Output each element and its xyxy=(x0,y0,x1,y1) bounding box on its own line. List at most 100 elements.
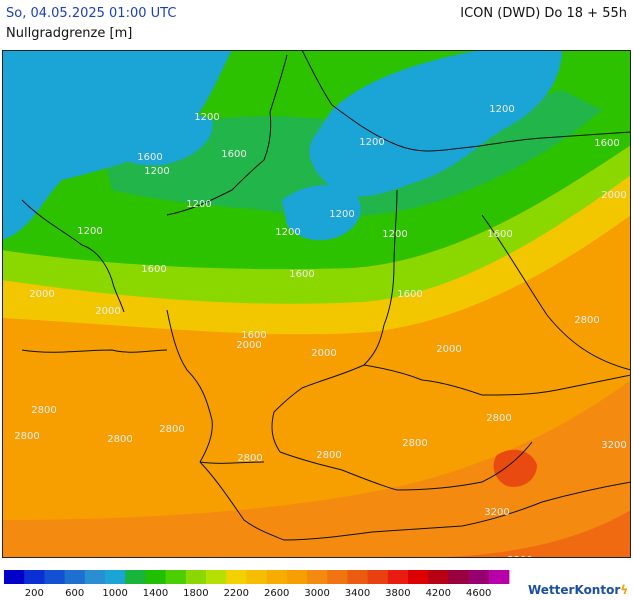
border-hungary xyxy=(481,374,631,503)
isoline-label: 3200 xyxy=(507,555,532,558)
isoline-label: 2800 xyxy=(486,413,511,424)
isoline-label: 2800 xyxy=(107,434,132,445)
legend-swatch xyxy=(206,570,227,584)
legend-tick-label: 3000 xyxy=(304,588,329,599)
map-zone-orange xyxy=(2,200,631,558)
map-zone-yellow xyxy=(2,170,631,335)
isoline-label: 1200 xyxy=(359,137,384,148)
border-germany-czechia xyxy=(271,364,365,453)
legend-swatch xyxy=(408,570,429,584)
isoline-label: 2800 xyxy=(14,431,39,442)
isoline-label: 1600 xyxy=(594,138,619,149)
country-borders xyxy=(21,50,631,541)
model-run-label: ICON (DWD) Do 18 + 55h xyxy=(460,6,627,21)
legend-tick-label: 4200 xyxy=(426,588,451,599)
isoline-label: 1600 xyxy=(487,229,512,240)
map-zone-blue-baltic xyxy=(309,50,562,197)
legend-swatch xyxy=(105,570,126,584)
isoline-label: 2800 xyxy=(237,453,262,464)
parameter-label: Nullgradgrenze [m] xyxy=(6,26,133,41)
border-poland-east xyxy=(481,214,631,371)
legend-swatch xyxy=(428,570,449,584)
isoline-label: 2800 xyxy=(402,438,427,449)
legend-swatch xyxy=(286,570,308,584)
border-germany-austria xyxy=(199,451,398,491)
legend-tick-label: 3400 xyxy=(345,588,370,599)
coastline-denmark xyxy=(269,50,333,113)
legend-swatch xyxy=(307,570,328,584)
legend-swatch xyxy=(246,570,267,584)
isoline-label: 1200 xyxy=(329,209,354,220)
legend-swatch xyxy=(24,570,45,584)
legend-tick-label: 1400 xyxy=(143,588,168,599)
isoline-label: 1200 xyxy=(144,166,169,177)
map-zone-blue-central xyxy=(282,184,361,241)
map-zone-blue-north xyxy=(102,110,213,166)
border-belgium xyxy=(21,349,168,353)
isoline-label: 1600 xyxy=(221,149,246,160)
isoline-label: 2800 xyxy=(31,405,56,416)
border-france-germany xyxy=(166,309,213,463)
isoline-label: 2000 xyxy=(601,190,626,201)
lightning-icon: ϟ xyxy=(620,583,629,597)
legend-tick-label: 2600 xyxy=(264,588,289,599)
isoline-label: 1600 xyxy=(241,330,266,341)
legend-tick-label: 4600 xyxy=(466,588,491,599)
isoline-label: 2000 xyxy=(436,344,461,355)
coastline-north-sea xyxy=(166,111,272,216)
legend-swatch xyxy=(448,570,469,584)
legend-swatch xyxy=(125,570,146,584)
isoline-label: 1200 xyxy=(275,227,300,238)
legend-swatch xyxy=(468,570,490,584)
isoline-label: 2800 xyxy=(316,450,341,461)
legend-tick-label: 200 xyxy=(25,588,44,599)
border-poland-czechia xyxy=(363,364,483,396)
isoline-label: 3200 xyxy=(601,440,626,451)
map-zone-hot-core xyxy=(493,449,537,487)
legend-swatch xyxy=(226,570,247,584)
legend-tick-label: 3800 xyxy=(385,588,410,599)
legend-swatch xyxy=(387,570,409,584)
isoline-label: 3200 xyxy=(484,507,509,518)
legend-swatch xyxy=(347,570,368,584)
map-zone-lightgreen xyxy=(2,145,631,304)
legend-tick-label: 1800 xyxy=(183,588,208,599)
isoline-label: 1600 xyxy=(289,269,314,280)
isoline-label: 1200 xyxy=(186,199,211,210)
border-austria-italy xyxy=(283,501,543,541)
isoline-label: 1600 xyxy=(397,289,422,300)
legend-swatch xyxy=(488,570,510,584)
legend-swatch xyxy=(165,570,187,584)
isoline-label: 1200 xyxy=(489,104,514,115)
legend-swatch xyxy=(367,570,389,584)
isoline-label: 1600 xyxy=(137,152,162,163)
isoline-label: 1200 xyxy=(382,229,407,240)
coastline-baltic xyxy=(331,104,631,152)
legend-tick-label: 1000 xyxy=(102,588,127,599)
color-scale-legend: 200 600 1000 1400 1800 2200 2600 3000 3400 3800 42… xyxy=(4,570,510,599)
coastline-netherlands xyxy=(21,199,125,313)
legend-swatch xyxy=(4,570,25,584)
isoline-label: 1200 xyxy=(194,112,219,123)
border-czechia-austria xyxy=(396,441,533,491)
isoline-label: 2000 xyxy=(236,340,261,351)
datetime-label: So, 04.05.2025 01:00 UTC xyxy=(6,6,177,21)
isoline-label: 2000 xyxy=(95,306,120,317)
isoline-label: 2000 xyxy=(311,348,336,359)
legend-tick-label: 600 xyxy=(65,588,84,599)
isoline-label: 2000 xyxy=(29,289,54,300)
isoline-label: 1200 xyxy=(77,226,102,237)
legend-tick-labels: 200 600 1000 1400 1800 2200 2600 3000 3400 3800 42… xyxy=(25,588,492,599)
isoline-label: 1600 xyxy=(141,264,166,275)
border-germany-poland xyxy=(363,189,398,366)
legend-swatch xyxy=(84,570,106,584)
legend-swatch xyxy=(44,570,65,584)
legend-swatch xyxy=(327,570,348,584)
logo-text: WetterKontor xyxy=(528,583,621,597)
legend-tick-label: 2200 xyxy=(224,588,249,599)
isoline-labels: 1200 1200 1600 1200 1600 1200 1600 1200 1200 2000… xyxy=(14,104,626,558)
legend-swatch xyxy=(185,570,207,584)
wetterkontor-logo: WetterKontorϟ xyxy=(528,583,628,597)
border-switzerland xyxy=(199,461,285,541)
legend-swatch xyxy=(145,570,166,584)
